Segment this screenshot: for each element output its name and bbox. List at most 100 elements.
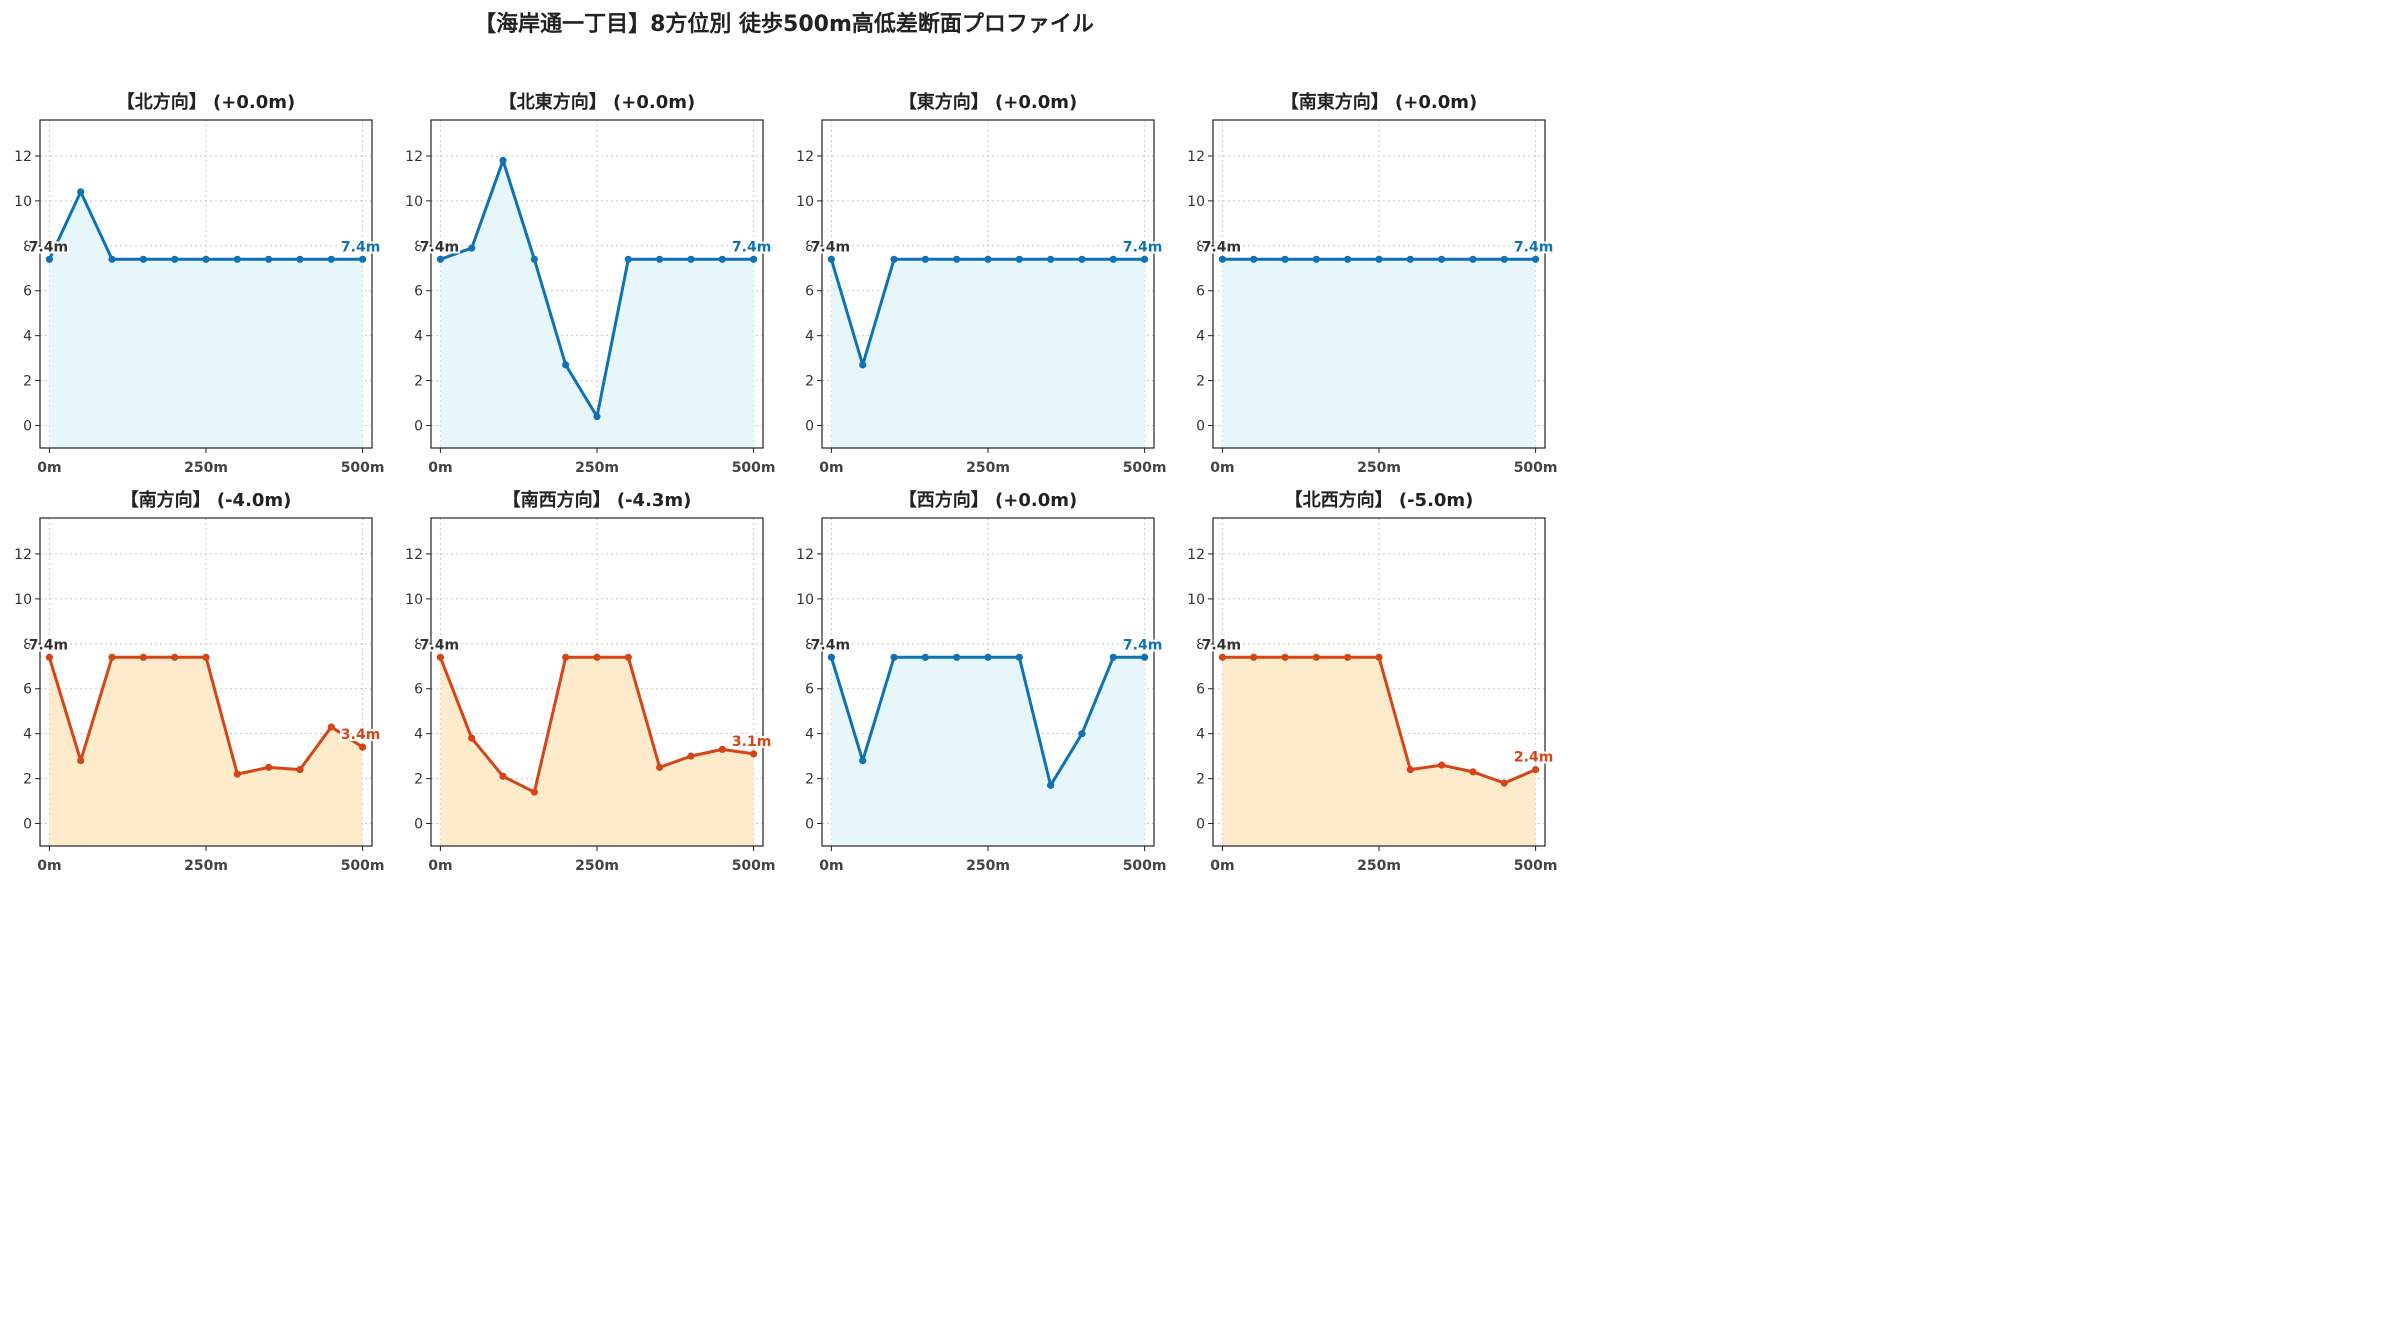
y-tick-label: 10: [14, 592, 32, 608]
y-tick-label: 2: [23, 772, 32, 788]
end-elevation-label: 7.4m: [1123, 239, 1162, 255]
x-tick-label: 250m: [966, 460, 1010, 476]
data-point: [436, 255, 444, 263]
end-elevation-label: 3.1m: [732, 734, 771, 750]
data-point: [1500, 779, 1508, 787]
data-point: [593, 653, 601, 661]
data-point: [359, 255, 367, 263]
y-tick-label: 4: [23, 329, 32, 345]
end-elevation-label: 7.4m: [732, 239, 771, 255]
profile-panel-6: 【西方向】 (+0.0m) 0 2 4 6 8 10 12 0m 250m 500m 7.4m 7.4m: [796, 489, 1166, 874]
data-point: [108, 255, 116, 263]
x-tick-label: 0m: [1210, 460, 1234, 476]
x-tick-label: 500m: [732, 858, 776, 874]
data-point: [1375, 255, 1383, 263]
data-point: [265, 763, 273, 771]
start-elevation-label: 7.4m: [29, 637, 68, 653]
x-tick-label: 500m: [341, 460, 385, 476]
profile-panel-4: 【南方向】 (-4.0m) 0 2 4 6 8 10 12 0m 250m 500m 7.4m 3.4m: [14, 489, 384, 874]
y-tick-label: 2: [805, 374, 814, 390]
data-point: [139, 653, 147, 661]
x-tick-label: 0m: [819, 858, 843, 874]
data-point: [171, 255, 179, 263]
data-point: [1047, 255, 1055, 263]
data-point: [233, 770, 241, 778]
panel-title: 【北東方向】 (+0.0m): [499, 91, 695, 113]
y-tick-label: 12: [1187, 547, 1205, 563]
data-point: [45, 255, 53, 263]
end-elevation-label: 7.4m: [341, 239, 380, 255]
profile-area: [440, 160, 754, 448]
y-tick-label: 0: [1196, 817, 1205, 833]
profile-chart-grid: 【北方向】 (+0.0m) 0 2 4 6 8 10 12 0m 250m 500m 7.4m 7.4m…: [14, 91, 1557, 874]
y-tick-label: 0: [414, 419, 423, 435]
x-tick-label: 0m: [1210, 858, 1234, 874]
profile-area: [49, 191, 363, 448]
x-tick-label: 250m: [1357, 858, 1401, 874]
start-elevation-label: 7.4m: [811, 637, 850, 653]
data-point: [1312, 653, 1320, 661]
data-point: [1218, 653, 1226, 661]
y-tick-label: 8: [23, 239, 32, 255]
y-tick-label: 4: [414, 727, 423, 743]
y-tick-label: 4: [1196, 329, 1205, 345]
data-point: [1344, 255, 1352, 263]
data-point: [77, 188, 85, 196]
x-tick-label: 500m: [1123, 858, 1167, 874]
y-tick-label: 10: [1187, 592, 1205, 608]
data-point: [45, 653, 53, 661]
y-tick-label: 2: [1196, 374, 1205, 390]
data-point: [1469, 768, 1477, 776]
end-elevation-label: 7.4m: [1123, 637, 1162, 653]
data-point: [827, 653, 835, 661]
data-point: [1015, 653, 1023, 661]
data-point: [1281, 255, 1289, 263]
data-point: [202, 653, 210, 661]
y-tick-label: 12: [796, 547, 814, 563]
y-tick-label: 10: [796, 194, 814, 210]
data-point: [1344, 653, 1352, 661]
data-point: [139, 255, 147, 263]
panel-title: 【北西方向】 (-5.0m): [1285, 489, 1474, 511]
profile-area: [1222, 259, 1536, 448]
profile-area: [1222, 657, 1536, 846]
data-point: [327, 255, 335, 263]
y-tick-label: 6: [414, 682, 423, 698]
profile-panel-0: 【北方向】 (+0.0m) 0 2 4 6 8 10 12 0m 250m 500m 7.4m 7.4m: [14, 91, 384, 476]
y-tick-label: 10: [14, 194, 32, 210]
y-tick-label: 4: [414, 329, 423, 345]
y-tick-label: 8: [414, 637, 423, 653]
data-point: [750, 750, 758, 758]
data-point: [1406, 255, 1414, 263]
y-tick-label: 10: [405, 194, 423, 210]
data-point: [108, 653, 116, 661]
y-tick-label: 6: [805, 682, 814, 698]
data-point: [593, 412, 601, 421]
panel-title: 【南方向】 (-4.0m): [121, 489, 292, 511]
x-tick-label: 250m: [184, 460, 228, 476]
data-point: [1141, 255, 1149, 263]
x-tick-label: 0m: [428, 460, 452, 476]
profile-area: [49, 657, 363, 846]
y-tick-label: 4: [23, 727, 32, 743]
end-elevation-label: 3.4m: [341, 727, 380, 743]
data-point: [750, 255, 758, 263]
y-tick-label: 2: [1196, 772, 1205, 788]
y-tick-label: 6: [805, 284, 814, 300]
x-tick-label: 250m: [1357, 460, 1401, 476]
data-point: [1109, 255, 1117, 263]
profile-panel-7: 【北西方向】 (-5.0m) 0 2 4 6 8 10 12 0m 250m 500m 7.4m 2.4…: [1187, 489, 1557, 874]
y-tick-label: 8: [414, 239, 423, 255]
x-tick-label: 0m: [819, 460, 843, 476]
data-point: [499, 772, 507, 780]
profile-area: [440, 657, 754, 846]
y-tick-label: 6: [1196, 682, 1205, 698]
start-elevation-label: 7.4m: [420, 239, 459, 255]
y-tick-label: 12: [14, 547, 32, 563]
profile-panel-5: 【南西方向】 (-4.3m) 0 2 4 6 8 10 12 0m 250m 500m 7.4m 3.1…: [405, 489, 775, 874]
data-point: [1047, 781, 1055, 789]
y-tick-label: 10: [1187, 194, 1205, 210]
data-point: [1109, 653, 1117, 661]
data-point: [1375, 653, 1383, 661]
y-tick-label: 0: [414, 817, 423, 833]
